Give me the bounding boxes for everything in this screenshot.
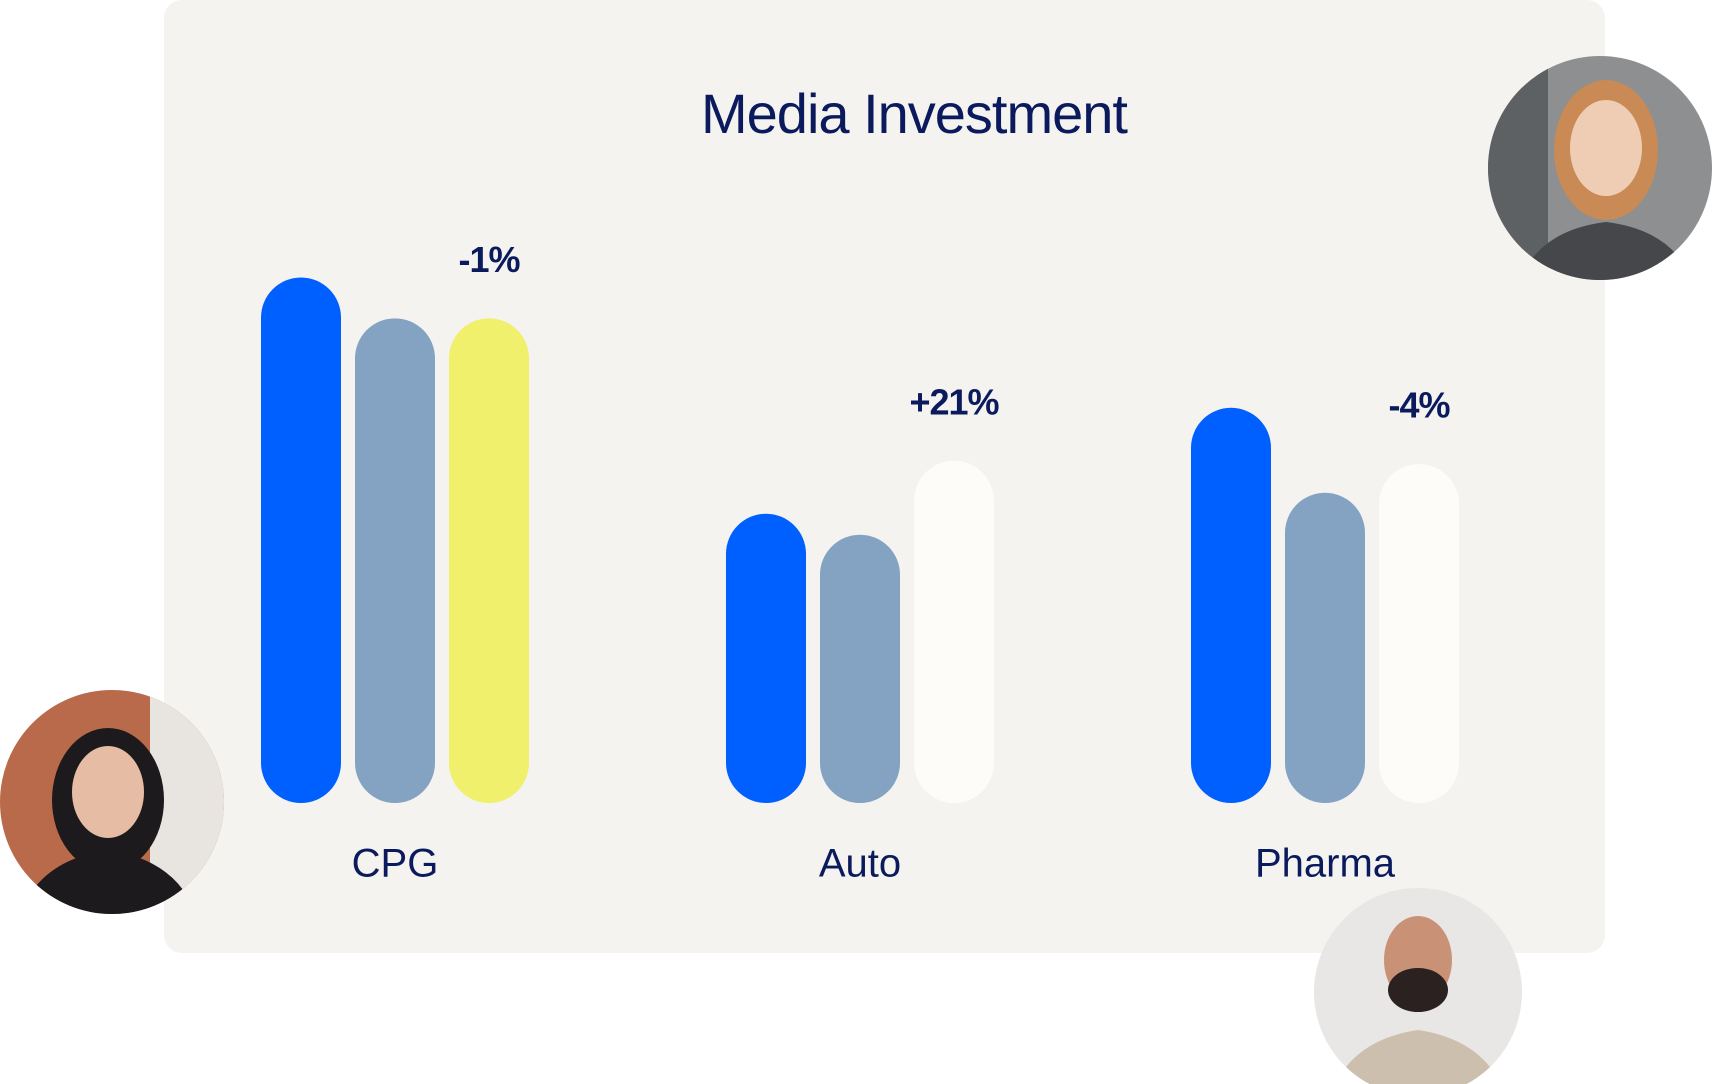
- x-tick-label: Auto: [819, 842, 901, 886]
- bar-annotation: -4%: [1388, 385, 1450, 426]
- bar-annotation: -1%: [458, 239, 520, 280]
- bar: [1191, 407, 1271, 803]
- avatar: [1314, 888, 1522, 1084]
- bar: [355, 318, 435, 803]
- bar: [261, 277, 341, 804]
- x-tick-label: Pharma: [1255, 842, 1396, 886]
- x-tick-label: CPG: [352, 842, 439, 886]
- bar: [1379, 464, 1459, 803]
- bar: [726, 513, 806, 803]
- chart-title: Media Investment: [701, 82, 1128, 145]
- avatar: [0, 690, 224, 914]
- avatar: [1488, 56, 1712, 280]
- bar: [820, 534, 900, 803]
- bar: [449, 318, 529, 803]
- bar: [914, 460, 994, 803]
- bar: [1285, 492, 1365, 803]
- bar-annotation: +21%: [909, 381, 999, 422]
